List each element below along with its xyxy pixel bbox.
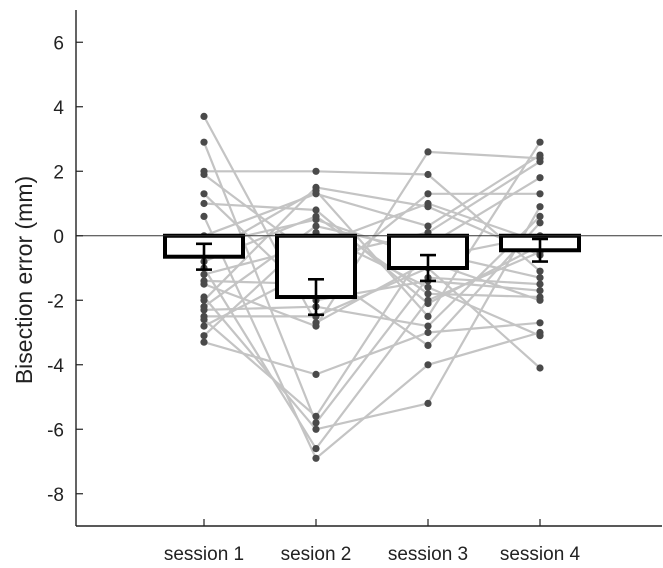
y-tick-label: 0: [53, 227, 64, 248]
subject-line-22: [203, 202, 541, 276]
error-bar-1: [196, 242, 212, 271]
subject-dot: [424, 290, 432, 298]
subject-dot: [536, 267, 544, 275]
subject-line-20: [203, 215, 541, 299]
subject-dot: [200, 199, 208, 208]
subject-lines: [202, 115, 541, 461]
subject-dot: [424, 341, 432, 349]
subject-dot: [200, 270, 208, 278]
subject-dot: [200, 138, 208, 146]
subject-dot: [424, 361, 432, 369]
subject-dot: [312, 370, 320, 378]
error-bars: [196, 237, 548, 317]
subject-dot: [312, 454, 320, 462]
subject-dot: [536, 219, 544, 227]
subject-line-13: [203, 206, 541, 431]
subject-line-19: [203, 150, 541, 328]
subject-line-7: [203, 215, 541, 461]
subject-line-24: [203, 215, 541, 328]
subject-dot: [536, 287, 544, 295]
subject-dot: [200, 338, 208, 346]
subject-dot: [536, 319, 544, 327]
subject-line-8: [203, 154, 541, 237]
subject-dot: [424, 322, 432, 330]
subject-dot: [424, 328, 432, 337]
subject-dot: [536, 293, 544, 301]
subject-dot: [200, 212, 208, 220]
error-bar-4: [532, 237, 548, 263]
subject-dot: [536, 280, 544, 288]
subject-dot: [536, 174, 544, 182]
subject-dot: [312, 206, 320, 214]
subject-line-16: [203, 222, 541, 347]
subject-line-21: [203, 176, 541, 418]
subject-dot: [312, 419, 320, 427]
subject-dot: [312, 183, 320, 191]
subject-dot: [312, 212, 320, 220]
subject-dot: [200, 190, 208, 198]
x-tick-label: sesion 2: [281, 544, 352, 565]
subject-dot: [312, 167, 320, 175]
subject-dot: [536, 212, 544, 220]
error-bar-3: [420, 253, 436, 283]
y-tick-label: 2: [53, 162, 64, 183]
subject-dot: [200, 306, 208, 314]
subject-dot: [312, 412, 320, 420]
error-bar-2: [308, 277, 324, 317]
subject-dot: [536, 154, 544, 162]
x-tick-label: session 3: [388, 544, 468, 565]
subject-dot: [536, 190, 544, 198]
subject-dot: [200, 316, 208, 324]
subject-dot: [424, 296, 432, 304]
subject-line-18: [203, 186, 541, 302]
subject-dot: [200, 280, 208, 288]
subject-dot: [424, 199, 432, 208]
y-tick-label: 4: [53, 98, 64, 119]
axes: 6 4 2 0 -2 -4 -6 -8 session 1 sesion 2 session 3 se…: [47, 10, 662, 565]
subject-dot: [312, 445, 320, 453]
subject-line-15: [204, 266, 541, 369]
subject-dot: [424, 148, 432, 156]
subject-dot: [536, 203, 544, 211]
subject-dot: [424, 170, 432, 179]
subject-dot: [536, 274, 544, 282]
subject-dot: [312, 222, 320, 230]
y-tick-label: -2: [47, 291, 64, 312]
subject-dot: [312, 322, 320, 330]
x-tick-label: session 1: [164, 544, 244, 565]
y-tick-label: 6: [53, 33, 64, 54]
subject-dot: [200, 322, 208, 330]
subject-line-10: [203, 141, 541, 319]
y-axis-title: Bisection error (mm): [11, 176, 37, 384]
subject-line-6: [203, 202, 541, 305]
subject-dot: [200, 112, 208, 120]
subject-line-5: [203, 193, 541, 302]
subject-dot: [200, 332, 208, 340]
subject-dot: [424, 190, 432, 198]
y-tick-label: -8: [47, 485, 64, 506]
subject-dot: [424, 312, 432, 320]
y-tick-label: -4: [47, 356, 64, 377]
subject-dot: [424, 283, 432, 291]
subject-dot: [536, 138, 544, 146]
subject-dot: [424, 399, 432, 407]
subject-dot: [424, 222, 432, 230]
subject-line-23: [203, 231, 541, 337]
subject-dot: [200, 296, 208, 304]
subject-dot: [536, 364, 544, 372]
subject-line-4: [203, 160, 541, 260]
subject-line-17: [203, 321, 541, 376]
subject-dot: [536, 332, 544, 340]
subject-dot: [312, 425, 320, 433]
x-tick-label: session 4: [500, 544, 581, 565]
y-tick-label: -6: [47, 420, 64, 441]
subject-dot: [200, 170, 208, 179]
